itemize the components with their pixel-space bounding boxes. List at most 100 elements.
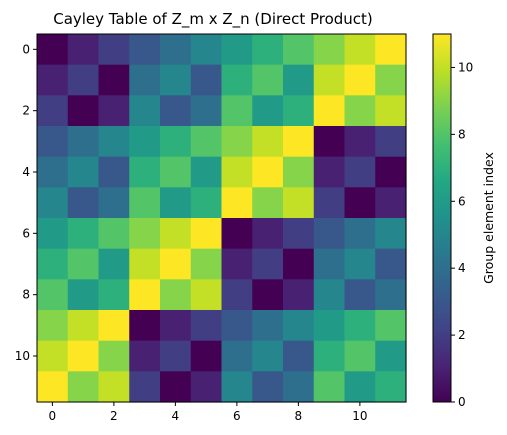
heatmap-cell — [221, 310, 253, 342]
heatmap-cell — [221, 340, 253, 372]
heatmap-cell — [67, 371, 100, 403]
heatmap-cell — [252, 187, 284, 219]
y-tick-label: 4 — [22, 165, 30, 179]
heatmap-cell — [313, 310, 346, 342]
heatmap-cell — [160, 279, 192, 311]
heatmap-cell — [190, 248, 223, 280]
heatmap-cell — [375, 279, 407, 311]
heatmap-cell — [283, 248, 315, 280]
heatmap-cell — [221, 126, 253, 158]
heatmap-cell — [129, 340, 161, 372]
heatmap-cell — [221, 218, 253, 250]
heatmap-cell — [252, 371, 284, 403]
heatmap-cell — [129, 126, 161, 158]
heatmap-cell — [221, 64, 253, 96]
heatmap-cell — [221, 156, 253, 188]
y-tick-label: 10 — [15, 349, 30, 363]
heatmap-cell — [67, 187, 100, 219]
heatmap-cell — [252, 248, 284, 280]
heatmap-cell — [221, 371, 253, 403]
heatmap-cell — [344, 95, 376, 127]
heatmap-cell — [129, 95, 161, 127]
heatmap-cell — [252, 64, 284, 96]
heatmap-cell — [252, 279, 284, 311]
heatmap-cell — [67, 95, 100, 127]
heatmap-cell — [37, 34, 69, 66]
heatmap-cell — [221, 187, 253, 219]
plot-frame — [36, 33, 407, 403]
heatmap-cell — [129, 187, 161, 219]
heatmap-cell — [67, 156, 100, 188]
heatmap-cell — [67, 218, 100, 250]
heatmap-cell — [375, 187, 407, 219]
heatmap-cell — [283, 126, 315, 158]
x-tick-label: 6 — [233, 409, 241, 423]
heatmap-cell — [67, 340, 100, 372]
heatmap-cell — [375, 156, 407, 188]
heatmap-cell — [344, 279, 376, 311]
heatmap-cell — [129, 371, 161, 403]
heatmap-cell — [37, 187, 69, 219]
heatmap-cell — [129, 64, 161, 96]
heatmap-cell — [37, 64, 69, 96]
heatmap-cell — [221, 248, 253, 280]
heatmap-cell — [283, 34, 315, 66]
heatmap-cell — [283, 187, 315, 219]
heatmap-cell — [221, 95, 253, 127]
heatmap-cell — [37, 310, 69, 342]
heatmap-cell — [283, 95, 315, 127]
heatmap-cell — [67, 248, 100, 280]
heatmap-cell — [190, 310, 223, 342]
heatmap-cell — [375, 248, 407, 280]
heatmap-cell — [160, 218, 192, 250]
heatmap-cell — [98, 371, 130, 403]
heatmap-cell — [37, 218, 69, 250]
heatmap-cell — [283, 279, 315, 311]
heatmap-cell — [313, 218, 346, 250]
heatmap-cell — [129, 218, 161, 250]
colorbar-tick-label: 8 — [458, 127, 466, 141]
heatmap-cell — [344, 187, 376, 219]
x-tick-label: 2 — [110, 409, 118, 423]
heatmap-cell — [98, 34, 130, 66]
heatmap-cell — [67, 126, 100, 158]
heatmap-cell — [283, 371, 315, 403]
colorbar-tick-label: 6 — [458, 194, 466, 208]
heatmap-cell — [313, 34, 346, 66]
x-tick-label: 4 — [172, 409, 180, 423]
heatmap-cell — [98, 64, 130, 96]
heatmap-cell — [283, 64, 315, 96]
heatmap-cell — [190, 156, 223, 188]
y-tick-label: 0 — [22, 42, 30, 56]
heatmap-cell — [283, 340, 315, 372]
heatmap-cell — [252, 156, 284, 188]
heatmap-cell — [190, 371, 223, 403]
heatmap-cell — [221, 34, 253, 66]
heatmap-cell — [98, 279, 130, 311]
heatmap-cell — [160, 248, 192, 280]
heatmap-cell — [160, 126, 192, 158]
heatmap-cells — [37, 34, 407, 403]
heatmap-cell — [344, 126, 376, 158]
y-tick-label: 2 — [22, 104, 30, 118]
heatmap-cell — [190, 218, 223, 250]
colorbar-ticks: 0 2 4 6 8 10 — [451, 60, 473, 409]
heatmap-cell — [37, 279, 69, 311]
x-tick-label: 10 — [352, 409, 367, 423]
heatmap-cell — [129, 310, 161, 342]
colorbar-tick-label: 4 — [458, 261, 466, 275]
heatmap-cell — [98, 248, 130, 280]
heatmap-cell — [375, 64, 407, 96]
heatmap-cell — [221, 279, 253, 311]
heatmap-cell — [129, 279, 161, 311]
heatmap-cell — [313, 340, 346, 372]
heatmap-cell — [67, 34, 100, 66]
heatmap-cell — [252, 310, 284, 342]
heatmap-cell — [190, 64, 223, 96]
heatmap-cell — [313, 126, 346, 158]
heatmap-cell — [375, 340, 407, 372]
y-axis-ticks: 0 2 4 6 8 10 — [15, 42, 37, 363]
heatmap-cell — [252, 95, 284, 127]
heatmap-cell — [344, 310, 376, 342]
